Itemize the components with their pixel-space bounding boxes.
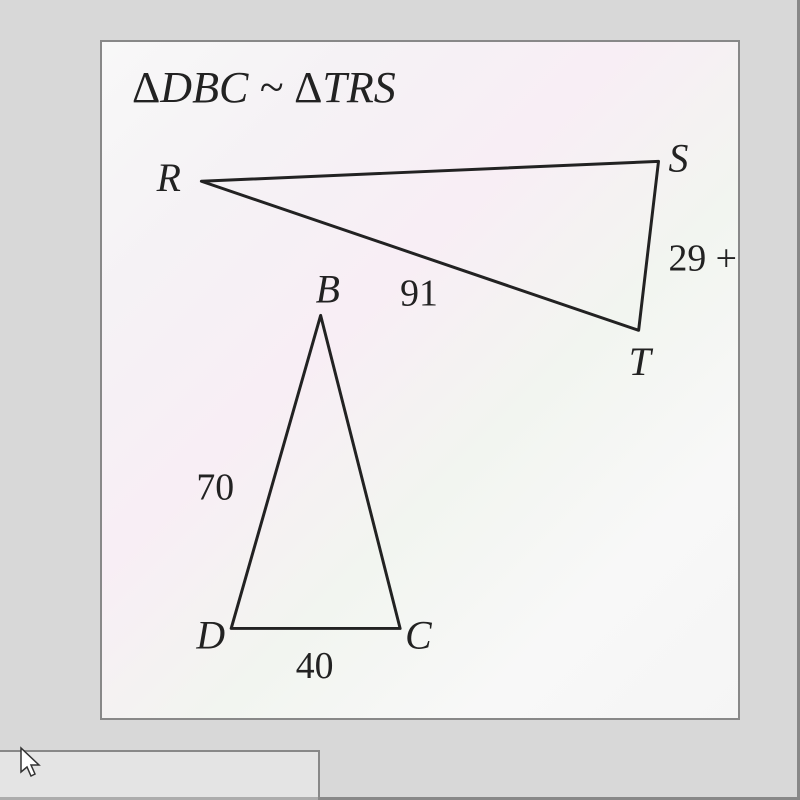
vertex-R: R bbox=[156, 156, 181, 200]
edge-BD-label: 70 bbox=[196, 466, 234, 508]
cursor-icon bbox=[18, 746, 46, 782]
triangle-lower: B D C 70 40 bbox=[195, 267, 432, 687]
triangle-upper: R S T 91 29 + x bbox=[156, 136, 738, 384]
edge-DC-label: 40 bbox=[296, 645, 334, 687]
geometry-diagram: R S T 91 29 + x B D C 70 40 bbox=[102, 42, 738, 718]
vertex-S: S bbox=[668, 136, 688, 180]
vertex-B: B bbox=[316, 267, 340, 311]
bottom-box bbox=[0, 750, 320, 800]
diagram-panel: ΔDBC ~ ΔTRS R S T 91 29 + x B D C 70 40 bbox=[100, 40, 740, 720]
edge-ST-label: 29 + x bbox=[668, 238, 738, 280]
vertex-D: D bbox=[195, 613, 225, 657]
vertex-C: C bbox=[405, 613, 432, 657]
edge-RT-label: 91 bbox=[400, 272, 438, 314]
vertex-T: T bbox=[629, 340, 654, 384]
